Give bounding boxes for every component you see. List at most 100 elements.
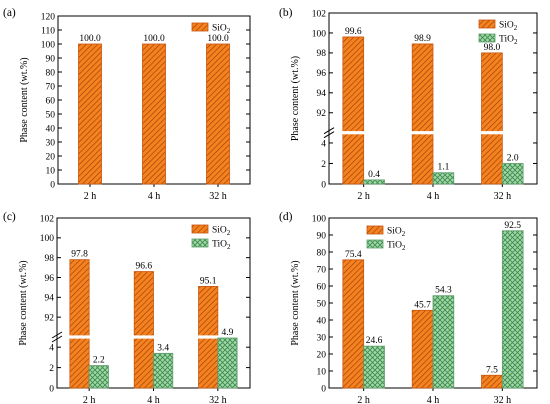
data-label: 75.4 [345, 250, 362, 260]
data-label: 100.0 [79, 34, 101, 44]
y-tick-label: 110 [41, 26, 55, 36]
legend-swatch-tio2 [478, 33, 496, 43]
x-tick-label: 32 h [209, 395, 227, 404]
y-tick-label: 100 [312, 214, 327, 224]
legend-swatch-sio2 [191, 224, 209, 234]
y-tick-label: 90 [46, 54, 56, 64]
data-label: 2.0 [507, 153, 519, 163]
bar-break-gap [133, 335, 155, 339]
bar-sio2 [142, 43, 166, 185]
data-label: 45.7 [414, 300, 431, 310]
legend-swatch-tio2 [191, 238, 209, 248]
chart-panel-b: 0 2 4 92 94 96 98 100 102 Phase content (wt.%) (b)… [279, 7, 538, 202]
data-label: 96.6 [136, 262, 153, 272]
data-label: 3.4 [157, 343, 169, 353]
bar-break-gap [68, 335, 91, 339]
x-tick-label: 4 h [148, 191, 161, 202]
chart-panel-d: 0 10 20 30 40 50 60 70 80 90 100 Phase content (wt.… [279, 211, 538, 404]
bar-sio2 [133, 271, 154, 389]
y-tick-label: 80 [46, 68, 56, 78]
y-tick-label: 94 [45, 294, 55, 304]
y-tick-label: 10 [317, 367, 327, 377]
x-tick-label: 32 h [494, 191, 512, 202]
y-tick-label: 50 [317, 299, 327, 309]
y-tick-label: 20 [317, 350, 327, 360]
y-tick-label: 100 [41, 40, 56, 50]
data-label: 98.9 [414, 34, 431, 44]
bar-sio2 [342, 259, 365, 389]
bar-sio2 [411, 43, 434, 185]
y-tick-label: 70 [46, 82, 56, 92]
bar-tio2 [217, 337, 238, 389]
data-label: 1.1 [437, 163, 449, 173]
x-tick-label: 2 h [357, 395, 370, 404]
x-tick-label: 2 h [83, 395, 96, 404]
y-tick-label: 98 [317, 49, 327, 59]
legend: SiO2 [191, 22, 231, 36]
x-tick-label: 32 h [494, 395, 512, 404]
y-tick-label: 2 [321, 160, 326, 170]
y-tick-label: 2 [49, 364, 54, 374]
data-label: 24.6 [366, 336, 383, 346]
data-label: 98.0 [484, 43, 501, 53]
data-label: 54.3 [435, 286, 452, 296]
x-tick-label: 4 h [147, 395, 160, 404]
bar-tio2 [153, 352, 174, 389]
axis-break-mark [51, 331, 63, 339]
y-tick-label: 30 [46, 138, 56, 148]
data-label: 97.8 [71, 250, 88, 260]
legend-label-tio2: TiO2 [387, 241, 406, 253]
y-axis-label: Phase content (wt.%) [18, 260, 29, 345]
y-tick-label: 120 [41, 12, 56, 22]
y-tick-label: 0 [50, 180, 55, 190]
bar-break-gap [341, 131, 365, 135]
y-tick-label: 10 [46, 166, 56, 176]
legend: SiO2 TiO2 [478, 19, 518, 46]
x-tick-label: 4 h [427, 191, 440, 202]
y-tick-label: 100 [312, 29, 327, 39]
y-axis-label: Phase content (wt.%) [290, 260, 301, 345]
bar-break-gap [197, 335, 219, 339]
legend: SiO2 TiO2 [191, 224, 231, 251]
y-tick-label: 96 [317, 69, 327, 79]
y-tick-label: 60 [46, 96, 56, 106]
bar-break-gap [411, 131, 434, 135]
panel-label: (a) [3, 7, 16, 19]
bar-sio2 [481, 52, 503, 185]
data-label: 95.1 [200, 276, 217, 286]
legend-label-sio2: SiO2 [387, 227, 406, 239]
bar-sio2 [481, 374, 503, 389]
x-tick-label: 2 h [357, 191, 370, 202]
y-tick-label: 92 [317, 109, 327, 119]
y-tick-label: 20 [46, 152, 56, 162]
data-label: 100.0 [207, 34, 229, 44]
chart-panel-c: 0 2 4 92 94 96 98 100 102 Phase content (wt.%) (c)… [3, 211, 251, 404]
legend-label-sio2: SiO2 [212, 24, 231, 36]
legend-label-sio2: SiO2 [499, 21, 518, 33]
y-tick-label: 102 [312, 9, 327, 19]
bar-tio2 [501, 163, 524, 185]
data-label: 7.5 [486, 365, 498, 375]
bar-tio2 [432, 295, 455, 389]
y-tick-label: 40 [317, 316, 327, 326]
data-label: 92.5 [504, 221, 521, 231]
data-label: 4.9 [222, 328, 234, 338]
y-axis-label: Phase content (wt.%) [19, 57, 30, 142]
legend-swatch-sio2 [478, 19, 496, 29]
bar-tio2 [363, 345, 385, 389]
y-tick-label: 4 [49, 344, 54, 354]
y-tick-label: 98 [45, 254, 55, 264]
bar-sio2 [206, 43, 230, 185]
y-tick-label: 92 [45, 313, 55, 323]
y-tick-label: 70 [317, 265, 327, 275]
legend-swatch-tio2 [366, 239, 384, 249]
bar-sio2 [411, 309, 434, 389]
axis-break-mark [323, 127, 335, 135]
y-tick-label: 102 [40, 214, 55, 224]
legend: SiO2 TiO2 [366, 225, 406, 253]
y-tick-label: 94 [317, 89, 327, 99]
legend-swatch-sio2 [366, 225, 384, 235]
data-label: 0.4 [368, 170, 380, 180]
axis-break-mark [323, 131, 335, 139]
